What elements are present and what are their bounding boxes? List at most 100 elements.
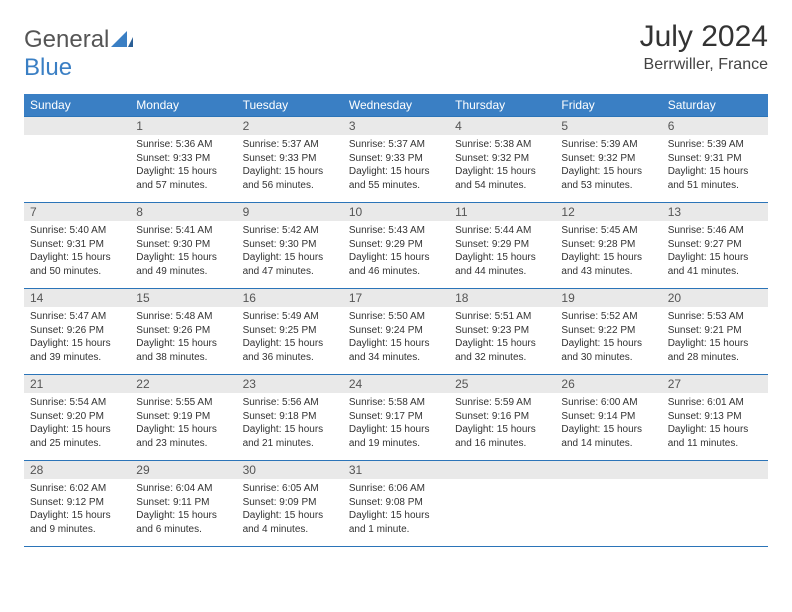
sunrise-text: Sunrise: 5:54 AM <box>30 396 124 410</box>
daylight-text: Daylight: 15 hours and 6 minutes. <box>136 509 230 536</box>
daylight-text: Daylight: 15 hours and 1 minute. <box>349 509 443 536</box>
sunrise-text: Sunrise: 5:41 AM <box>136 224 230 238</box>
day-number: 15 <box>130 289 236 307</box>
day-info: Sunrise: 6:06 AMSunset: 9:08 PMDaylight:… <box>343 479 449 540</box>
sunset-text: Sunset: 9:33 PM <box>349 152 443 166</box>
daylight-text: Daylight: 15 hours and 25 minutes. <box>30 423 124 450</box>
daylight-text: Daylight: 15 hours and 53 minutes. <box>561 165 655 192</box>
day-info: Sunrise: 5:39 AMSunset: 9:32 PMDaylight:… <box>555 135 661 196</box>
day-number: 18 <box>449 289 555 307</box>
daylight-text: Daylight: 15 hours and 4 minutes. <box>243 509 337 536</box>
sunrise-text: Sunrise: 6:04 AM <box>136 482 230 496</box>
sunset-text: Sunset: 9:33 PM <box>243 152 337 166</box>
weekday-header: Thursday <box>449 94 555 117</box>
day-number: 25 <box>449 375 555 393</box>
daylight-text: Daylight: 15 hours and 51 minutes. <box>668 165 762 192</box>
day-number: 13 <box>662 203 768 221</box>
daylight-text: Daylight: 15 hours and 32 minutes. <box>455 337 549 364</box>
day-info: Sunrise: 5:39 AMSunset: 9:31 PMDaylight:… <box>662 135 768 196</box>
day-number: 1 <box>130 117 236 135</box>
day-info: Sunrise: 5:53 AMSunset: 9:21 PMDaylight:… <box>662 307 768 368</box>
day-number: 26 <box>555 375 661 393</box>
sunrise-text: Sunrise: 6:00 AM <box>561 396 655 410</box>
day-cell: 31Sunrise: 6:06 AMSunset: 9:08 PMDayligh… <box>343 461 449 547</box>
weekday-header: Monday <box>130 94 236 117</box>
sunrise-text: Sunrise: 5:43 AM <box>349 224 443 238</box>
day-number: 14 <box>24 289 130 307</box>
calendar-header-row: SundayMondayTuesdayWednesdayThursdayFrid… <box>24 94 768 117</box>
sunset-text: Sunset: 9:28 PM <box>561 238 655 252</box>
sunrise-text: Sunrise: 5:50 AM <box>349 310 443 324</box>
weekday-header: Friday <box>555 94 661 117</box>
sunset-text: Sunset: 9:30 PM <box>243 238 337 252</box>
day-cell: 1Sunrise: 5:36 AMSunset: 9:33 PMDaylight… <box>130 117 236 203</box>
month-title: July 2024 <box>640 20 768 54</box>
daylight-text: Daylight: 15 hours and 34 minutes. <box>349 337 443 364</box>
weekday-header: Wednesday <box>343 94 449 117</box>
sunset-text: Sunset: 9:25 PM <box>243 324 337 338</box>
sunrise-text: Sunrise: 6:06 AM <box>349 482 443 496</box>
day-number: 11 <box>449 203 555 221</box>
day-info: Sunrise: 5:37 AMSunset: 9:33 PMDaylight:… <box>237 135 343 196</box>
brand-general: General <box>24 26 109 53</box>
day-cell: 30Sunrise: 6:05 AMSunset: 9:09 PMDayligh… <box>237 461 343 547</box>
day-cell: 4Sunrise: 5:38 AMSunset: 9:32 PMDaylight… <box>449 117 555 203</box>
day-cell: 15Sunrise: 5:48 AMSunset: 9:26 PMDayligh… <box>130 289 236 375</box>
day-info: Sunrise: 5:44 AMSunset: 9:29 PMDaylight:… <box>449 221 555 282</box>
day-cell: 22Sunrise: 5:55 AMSunset: 9:19 PMDayligh… <box>130 375 236 461</box>
day-info: Sunrise: 5:59 AMSunset: 9:16 PMDaylight:… <box>449 393 555 454</box>
daylight-text: Daylight: 15 hours and 19 minutes. <box>349 423 443 450</box>
brand-text: GeneralBlue <box>24 26 133 82</box>
day-number: 22 <box>130 375 236 393</box>
day-cell <box>662 461 768 547</box>
sunset-text: Sunset: 9:13 PM <box>668 410 762 424</box>
day-info: Sunrise: 6:05 AMSunset: 9:09 PMDaylight:… <box>237 479 343 540</box>
daylight-text: Daylight: 15 hours and 36 minutes. <box>243 337 337 364</box>
sunset-text: Sunset: 9:22 PM <box>561 324 655 338</box>
sunrise-text: Sunrise: 5:37 AM <box>349 138 443 152</box>
day-number: 9 <box>237 203 343 221</box>
sunrise-text: Sunrise: 5:39 AM <box>561 138 655 152</box>
day-cell: 28Sunrise: 6:02 AMSunset: 9:12 PMDayligh… <box>24 461 130 547</box>
day-cell <box>449 461 555 547</box>
day-info: Sunrise: 5:58 AMSunset: 9:17 PMDaylight:… <box>343 393 449 454</box>
day-cell: 11Sunrise: 5:44 AMSunset: 9:29 PMDayligh… <box>449 203 555 289</box>
calendar-grid: SundayMondayTuesdayWednesdayThursdayFrid… <box>24 94 768 547</box>
sunrise-text: Sunrise: 5:59 AM <box>455 396 549 410</box>
daylight-text: Daylight: 15 hours and 55 minutes. <box>349 165 443 192</box>
day-number: 4 <box>449 117 555 135</box>
sunrise-text: Sunrise: 6:02 AM <box>30 482 124 496</box>
day-cell: 25Sunrise: 5:59 AMSunset: 9:16 PMDayligh… <box>449 375 555 461</box>
day-info: Sunrise: 5:45 AMSunset: 9:28 PMDaylight:… <box>555 221 661 282</box>
day-cell: 26Sunrise: 6:00 AMSunset: 9:14 PMDayligh… <box>555 375 661 461</box>
sunset-text: Sunset: 9:16 PM <box>455 410 549 424</box>
day-info: Sunrise: 6:00 AMSunset: 9:14 PMDaylight:… <box>555 393 661 454</box>
day-cell: 3Sunrise: 5:37 AMSunset: 9:33 PMDaylight… <box>343 117 449 203</box>
day-number: 28 <box>24 461 130 479</box>
day-number: 27 <box>662 375 768 393</box>
day-number-empty <box>662 461 768 479</box>
day-cell: 27Sunrise: 6:01 AMSunset: 9:13 PMDayligh… <box>662 375 768 461</box>
sunset-text: Sunset: 9:31 PM <box>668 152 762 166</box>
sunset-text: Sunset: 9:19 PM <box>136 410 230 424</box>
daylight-text: Daylight: 15 hours and 46 minutes. <box>349 251 443 278</box>
sunrise-text: Sunrise: 5:45 AM <box>561 224 655 238</box>
sunset-text: Sunset: 9:30 PM <box>136 238 230 252</box>
day-number: 31 <box>343 461 449 479</box>
sunset-text: Sunset: 9:23 PM <box>455 324 549 338</box>
week-row: 21Sunrise: 5:54 AMSunset: 9:20 PMDayligh… <box>24 375 768 461</box>
sunset-text: Sunset: 9:27 PM <box>668 238 762 252</box>
calendar-page: GeneralBlue July 2024 Berrwiller, France… <box>0 0 792 567</box>
sunset-text: Sunset: 9:26 PM <box>30 324 124 338</box>
daylight-text: Daylight: 15 hours and 28 minutes. <box>668 337 762 364</box>
day-info: Sunrise: 5:38 AMSunset: 9:32 PMDaylight:… <box>449 135 555 196</box>
day-info: Sunrise: 6:02 AMSunset: 9:12 PMDaylight:… <box>24 479 130 540</box>
sunset-text: Sunset: 9:11 PM <box>136 496 230 510</box>
day-number-empty <box>449 461 555 479</box>
day-number: 8 <box>130 203 236 221</box>
day-cell: 21Sunrise: 5:54 AMSunset: 9:20 PMDayligh… <box>24 375 130 461</box>
sunrise-text: Sunrise: 5:52 AM <box>561 310 655 324</box>
day-cell: 24Sunrise: 5:58 AMSunset: 9:17 PMDayligh… <box>343 375 449 461</box>
brand-blue: Blue <box>24 54 72 81</box>
day-number: 24 <box>343 375 449 393</box>
